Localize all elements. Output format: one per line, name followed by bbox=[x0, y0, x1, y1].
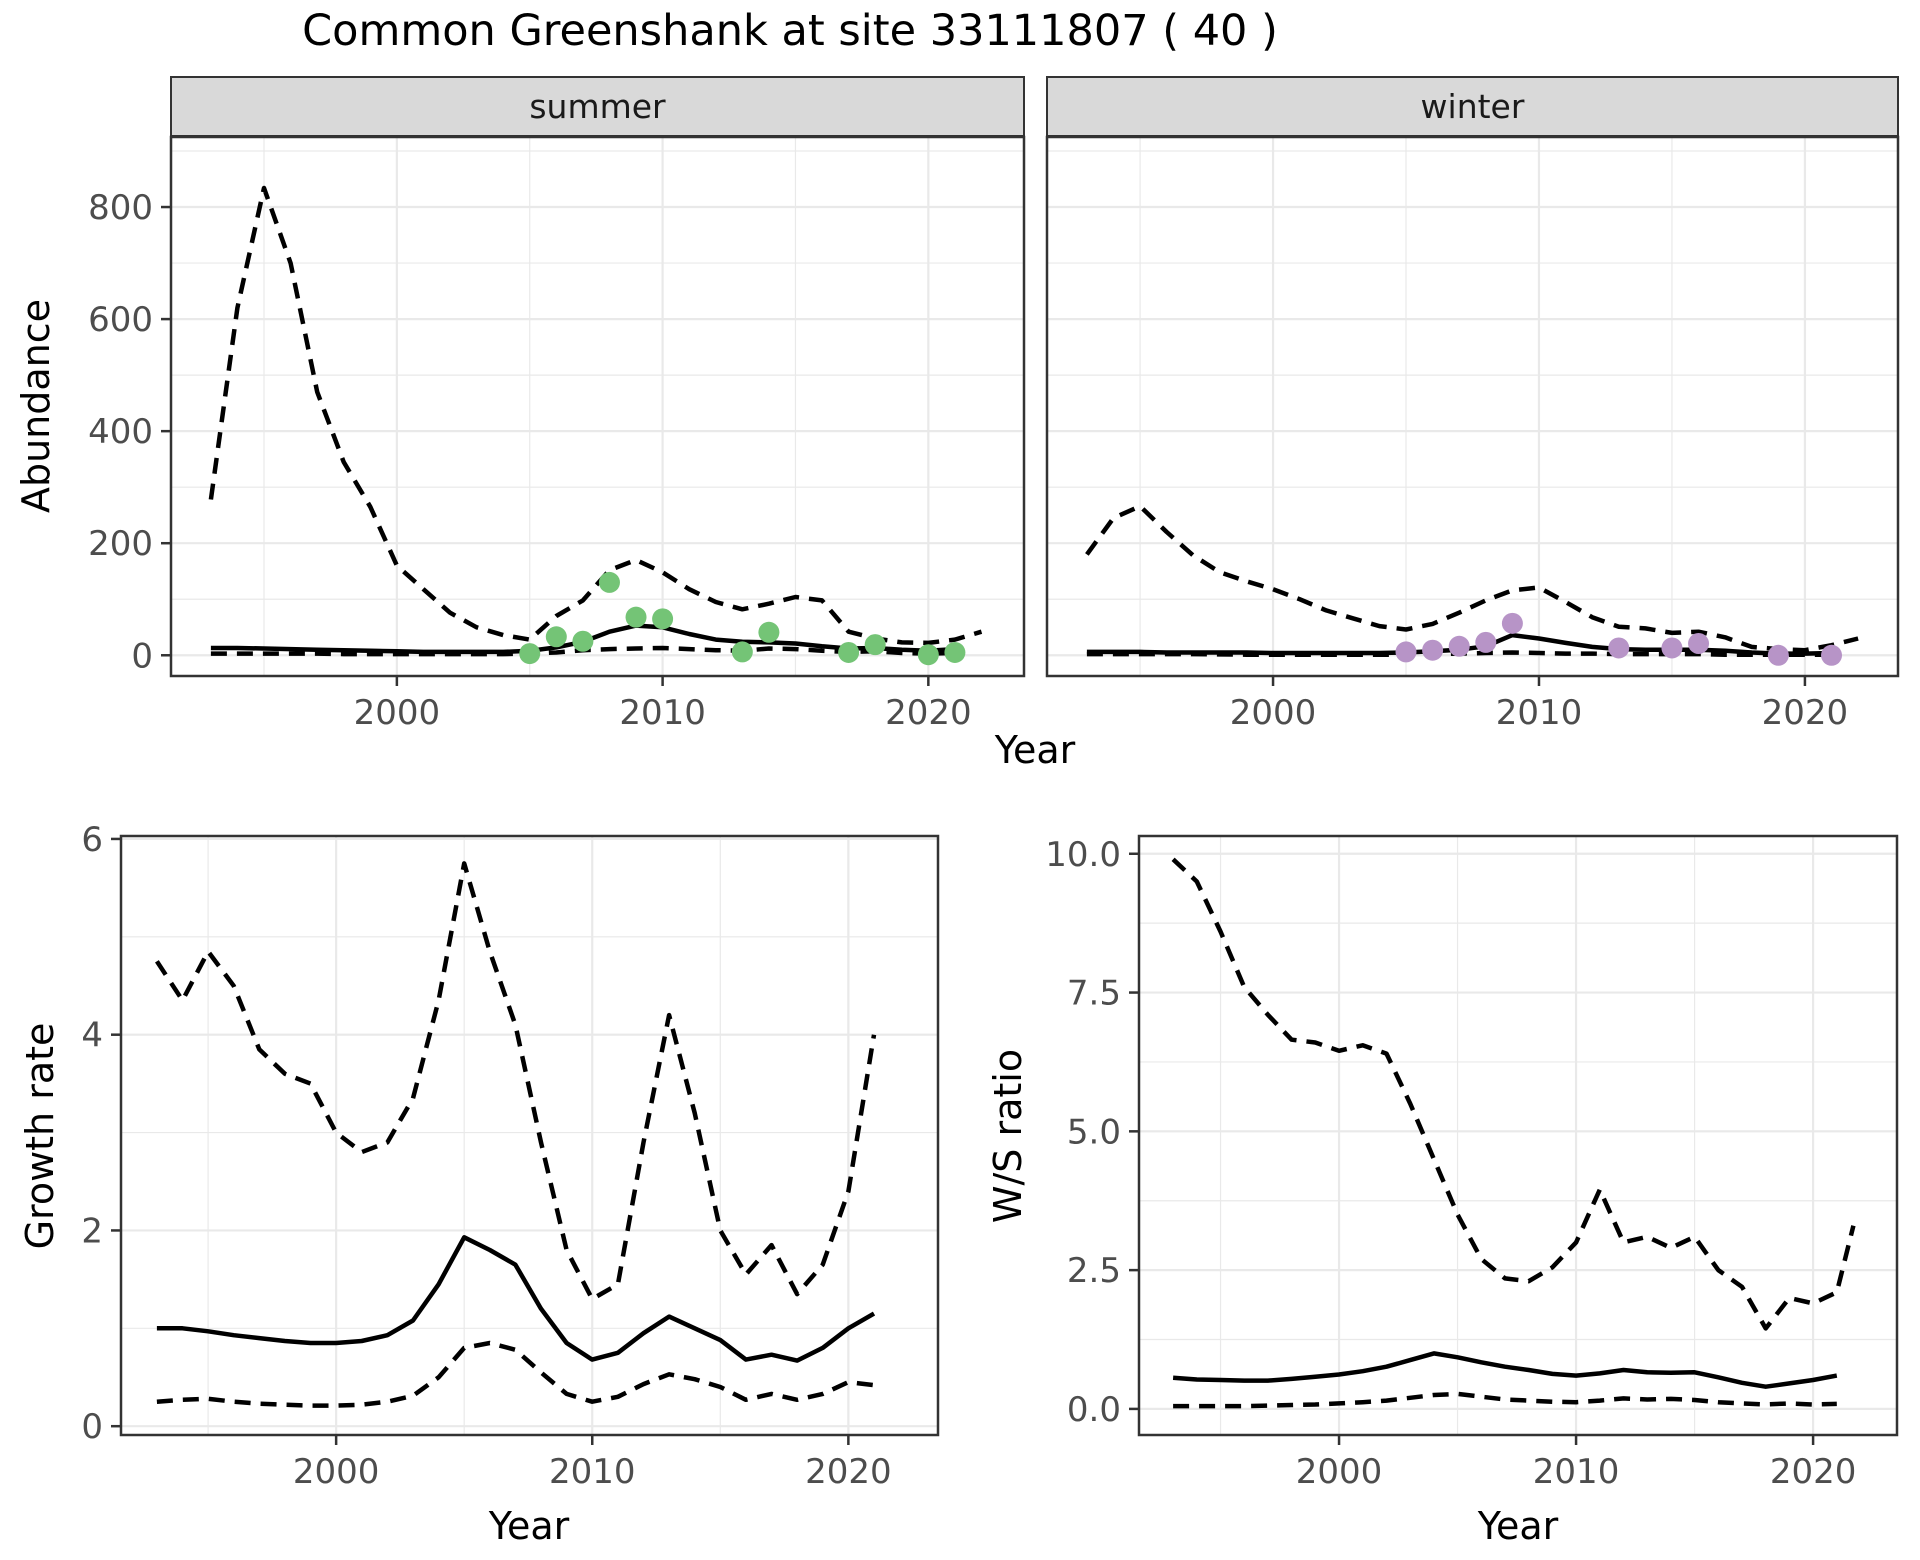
facet-strip-winter-label: winter bbox=[1420, 87, 1525, 126]
abundance_summer-data-point bbox=[864, 634, 886, 656]
abundance_winter-data-point bbox=[1767, 644, 1789, 666]
growth_rate-mean-line bbox=[156, 1235, 876, 1363]
x-tick-label: 2010 bbox=[1496, 693, 1583, 733]
x-tick-label: 2010 bbox=[1533, 1452, 1620, 1492]
y-tick-label: 800 bbox=[88, 188, 153, 228]
abundance_winter-data-point bbox=[1608, 637, 1630, 659]
abundance_winter-upper-ci-line bbox=[1085, 503, 1859, 653]
abundance_summer-data-point bbox=[625, 606, 647, 628]
abundance_winter-panel-background bbox=[1047, 137, 1898, 676]
y-tick-label: 7.5 bbox=[1067, 974, 1121, 1014]
x-tick-label: 2000 bbox=[293, 1452, 380, 1492]
ws_ratio-panel-border bbox=[1137, 834, 1899, 1437]
y-axis-title-growth-rate: Growth rate bbox=[18, 1022, 62, 1250]
growth_rate-panel-background bbox=[121, 836, 938, 1435]
abundance_winter-panel-border bbox=[1045, 135, 1900, 678]
abundance_summer-data-point bbox=[944, 641, 966, 663]
y-tick-label: 400 bbox=[88, 412, 153, 452]
abundance_summer-panel-border bbox=[169, 135, 1026, 678]
y-tick-label: 2.5 bbox=[1067, 1251, 1121, 1291]
y-tick-label: 2 bbox=[81, 1211, 103, 1251]
y-axis-title-abundance: Abundance bbox=[14, 298, 58, 514]
x-tick-label: 2000 bbox=[354, 693, 441, 733]
y-tick-label: 6 bbox=[81, 820, 103, 860]
x-axis-title-year-bottom-left: Year bbox=[488, 1504, 570, 1548]
x-tick-label: 2020 bbox=[885, 693, 972, 733]
abundance_summer-data-point bbox=[519, 643, 541, 665]
ws_ratio-upper-ci-line bbox=[1171, 857, 1856, 1331]
x-axis-title-year-bottom-right: Year bbox=[1477, 1504, 1559, 1548]
facet-strip-summer: summer bbox=[170, 76, 1025, 137]
y-tick-label: 600 bbox=[88, 300, 153, 340]
abundance_summer-data-point bbox=[758, 621, 780, 643]
x-tick-label: 2010 bbox=[619, 693, 706, 733]
y-tick-label: 0.0 bbox=[1067, 1390, 1121, 1430]
growth_rate-upper-ci-line bbox=[155, 861, 877, 1302]
abundance_winter-data-point bbox=[1661, 637, 1683, 659]
abundance_winter-data-point bbox=[1448, 635, 1470, 657]
y-axis-title-ws-ratio: W/S ratio bbox=[986, 1048, 1030, 1224]
chart-title: Common Greenshank at site 33111807 ( 40 … bbox=[302, 6, 1278, 56]
growth_rate-panel-border bbox=[119, 834, 940, 1437]
abundance_winter-data-point bbox=[1395, 641, 1417, 663]
abundance_summer-panel-background bbox=[171, 137, 1024, 676]
ws_ratio-mean-line bbox=[1172, 1351, 1838, 1389]
y-tick-label: 0 bbox=[131, 636, 153, 676]
abundance_winter-data-point bbox=[1475, 631, 1497, 653]
ws_ratio-panel-background bbox=[1139, 836, 1897, 1435]
abundance_summer-data-point bbox=[838, 641, 860, 663]
y-tick-label: 200 bbox=[88, 524, 153, 564]
facet-strip-winter: winter bbox=[1046, 76, 1899, 137]
abundance_summer-data-point bbox=[598, 571, 620, 593]
x-tick-label: 2020 bbox=[1762, 693, 1849, 733]
y-tick-label: 0 bbox=[81, 1407, 103, 1447]
abundance_winter-data-point bbox=[1821, 644, 1843, 666]
abundance_summer-data-point bbox=[652, 608, 674, 630]
y-tick-label: 10.0 bbox=[1045, 835, 1121, 875]
abundance_summer-data-point bbox=[731, 641, 753, 663]
facet-strip-summer-label: summer bbox=[529, 87, 666, 126]
x-tick-label: 2010 bbox=[549, 1452, 636, 1492]
x-tick-label: 2020 bbox=[805, 1452, 892, 1492]
abundance_summer-upper-ci-line bbox=[208, 185, 983, 646]
x-tick-label: 2000 bbox=[1230, 693, 1317, 733]
y-tick-label: 4 bbox=[81, 1016, 103, 1056]
y-tick-label: 5.0 bbox=[1067, 1112, 1121, 1152]
abundance_winter-data-point bbox=[1688, 633, 1710, 655]
abundance_summer-data-point bbox=[917, 644, 939, 666]
ws_ratio-lower-ci-line bbox=[1173, 1391, 1837, 1409]
x-axis-title-year-top: Year bbox=[994, 728, 1076, 772]
x-tick-label: 2020 bbox=[1770, 1452, 1857, 1492]
growth_rate-lower-ci-line bbox=[156, 1340, 875, 1408]
abundance_winter-data-point bbox=[1422, 639, 1444, 661]
abundance_summer-data-point bbox=[572, 630, 594, 652]
abundance_summer-data-point bbox=[545, 626, 567, 648]
abundance_winter-data-point bbox=[1501, 612, 1523, 634]
x-tick-label: 2000 bbox=[1296, 1452, 1383, 1492]
